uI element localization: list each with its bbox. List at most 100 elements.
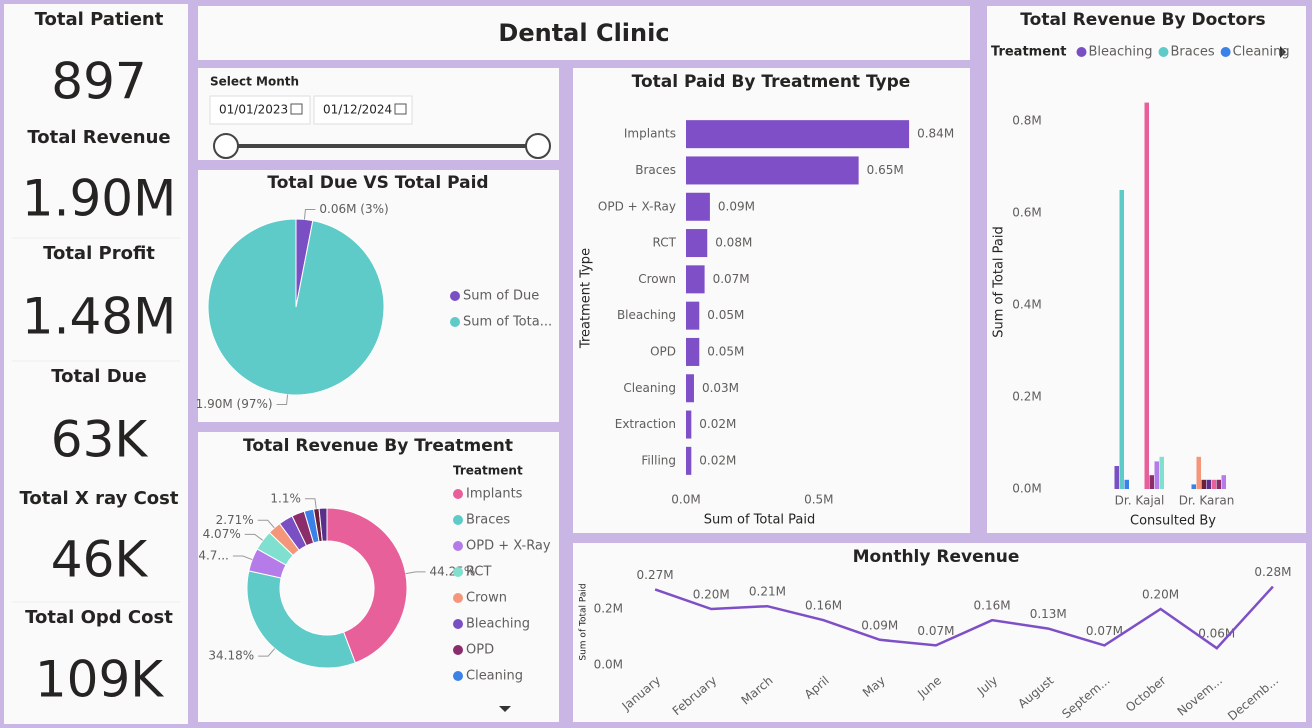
line-panel xyxy=(573,543,1306,722)
y-tick-label: RCT xyxy=(653,236,677,250)
data-label: 0.21M xyxy=(749,585,786,599)
kpi-value: 46K xyxy=(51,531,149,589)
y-axis-label: Sum of Total Paid xyxy=(992,226,1007,338)
data-label: 0.07M xyxy=(1086,624,1123,638)
legend-arrow[interactable] xyxy=(1280,46,1286,58)
bar xyxy=(1211,479,1216,489)
kpi-label: Total Revenue xyxy=(27,127,170,148)
x-axis-label: Sum of Total Paid xyxy=(704,513,816,528)
bar xyxy=(686,156,859,185)
bar xyxy=(686,265,705,294)
bar xyxy=(1201,479,1206,489)
bar xyxy=(686,374,694,403)
y-tick-label: 0.8M xyxy=(1012,114,1041,128)
bar xyxy=(686,410,692,439)
data-label: 0.07M xyxy=(713,272,750,286)
legend-marker xyxy=(453,593,463,603)
bar xyxy=(1216,479,1221,489)
bar xyxy=(1114,466,1119,489)
y-tick-label: Implants xyxy=(624,127,676,141)
slider-handle[interactable] xyxy=(213,133,239,159)
slider-handle[interactable] xyxy=(525,133,551,159)
calendar-icon[interactable] xyxy=(290,103,303,115)
dashboard-title: Dental Clinic xyxy=(498,19,669,47)
legend-label: Braces xyxy=(1170,45,1214,60)
y-tick-label: OPD + X-Ray xyxy=(598,199,676,213)
data-label: 1.90M (97%) xyxy=(196,397,273,411)
slice xyxy=(207,218,385,396)
chart-title: Total Revenue By Doctors xyxy=(1020,10,1265,30)
data-label: 34.18% xyxy=(208,649,254,663)
bar xyxy=(686,192,710,221)
legend-marker xyxy=(1158,47,1169,57)
y-tick-label: 0.4M xyxy=(1012,298,1041,312)
slice xyxy=(246,570,356,669)
data-label: 44.25% xyxy=(430,564,476,578)
leader-line xyxy=(244,533,264,541)
data-label: 4.07% xyxy=(203,527,241,541)
kpi-value: 1.48M xyxy=(22,288,176,346)
data-label: 0.07M xyxy=(917,624,954,638)
end-date: 01/12/2024 xyxy=(323,103,392,117)
legend-label: Bleaching xyxy=(1089,45,1153,60)
legend-marker xyxy=(450,291,460,301)
chart-title: Monthly Revenue xyxy=(853,547,1020,567)
calendar-icon[interactable] xyxy=(394,103,407,115)
leader-line xyxy=(257,519,275,529)
legend-label: Braces xyxy=(466,513,510,528)
legend-marker xyxy=(453,645,463,655)
legend-label: OPD xyxy=(466,643,494,658)
leader-line xyxy=(258,648,276,657)
data-label: 0.27M xyxy=(637,568,674,582)
data-label: 0.28M xyxy=(1254,565,1291,579)
legend-label: OPD + X-Ray xyxy=(466,539,551,554)
scroll-arrow[interactable] xyxy=(499,706,511,712)
legend-title: Treatment xyxy=(453,464,523,478)
kpi-panel xyxy=(4,4,188,724)
bar xyxy=(1206,479,1211,489)
legend-label: Bleaching xyxy=(466,617,530,632)
date-input[interactable] xyxy=(313,95,413,125)
legend-marker xyxy=(453,541,463,551)
bar xyxy=(1149,475,1154,489)
bar xyxy=(686,337,700,366)
bar xyxy=(1221,475,1226,489)
data-label: 0.20M xyxy=(693,588,730,602)
y-tick-label: 0.0M xyxy=(594,658,623,672)
legend-label: Cleaning xyxy=(1233,45,1290,60)
legend-label: Implants xyxy=(466,487,523,502)
bar xyxy=(1191,484,1196,489)
data-label: 0.05M xyxy=(707,308,744,322)
slice xyxy=(318,507,328,542)
legend-marker xyxy=(450,317,460,327)
y-tick-label: 0.6M xyxy=(1012,206,1041,220)
data-label: 0.13M xyxy=(1030,607,1067,621)
y-tick-label: Filling xyxy=(641,453,676,467)
leader-line xyxy=(405,571,426,575)
date-input[interactable] xyxy=(209,95,311,125)
data-label: 0.65M xyxy=(867,163,904,177)
data-label: 0.06M (3%) xyxy=(319,202,388,216)
y-tick-label: Cleaning xyxy=(623,381,676,395)
leader-line xyxy=(232,555,253,561)
kpi-value: 1.90M xyxy=(22,170,176,228)
slice xyxy=(326,507,408,664)
data-label: 0.03M xyxy=(702,381,739,395)
kpi-value: 109K xyxy=(35,651,164,709)
legend-marker xyxy=(453,489,463,499)
kpi-label: Total Profit xyxy=(43,243,155,264)
data-label: 0.20M xyxy=(1142,588,1179,602)
kpi-label: Total Opd Cost xyxy=(25,607,173,628)
legend-label: RCT xyxy=(466,565,491,580)
bar xyxy=(1144,102,1149,489)
bar xyxy=(1124,479,1129,489)
data-label: 4.7... xyxy=(198,549,229,563)
y-tick-label: Extraction xyxy=(615,417,676,431)
legend-marker xyxy=(1076,47,1087,57)
data-label: 1.1% xyxy=(270,491,301,505)
data-label: 0.08M xyxy=(715,236,752,250)
bar xyxy=(1196,456,1201,489)
kpi-label: Total Due xyxy=(51,366,146,387)
legend-label: Sum of Tota... xyxy=(463,315,552,330)
